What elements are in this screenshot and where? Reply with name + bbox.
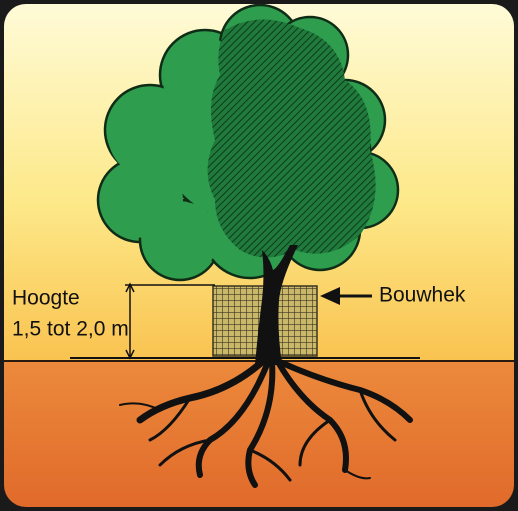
illustration: Hoogte 1,5 tot 2,0 m Bouwhek <box>0 0 518 511</box>
fence-label: Bouwhek <box>379 284 466 307</box>
scene: Hoogte 1,5 tot 2,0 m Bouwhek <box>0 0 518 511</box>
height-value: 1,5 tot 2,0 m <box>12 318 129 341</box>
height-title: Hoogte <box>12 287 80 310</box>
